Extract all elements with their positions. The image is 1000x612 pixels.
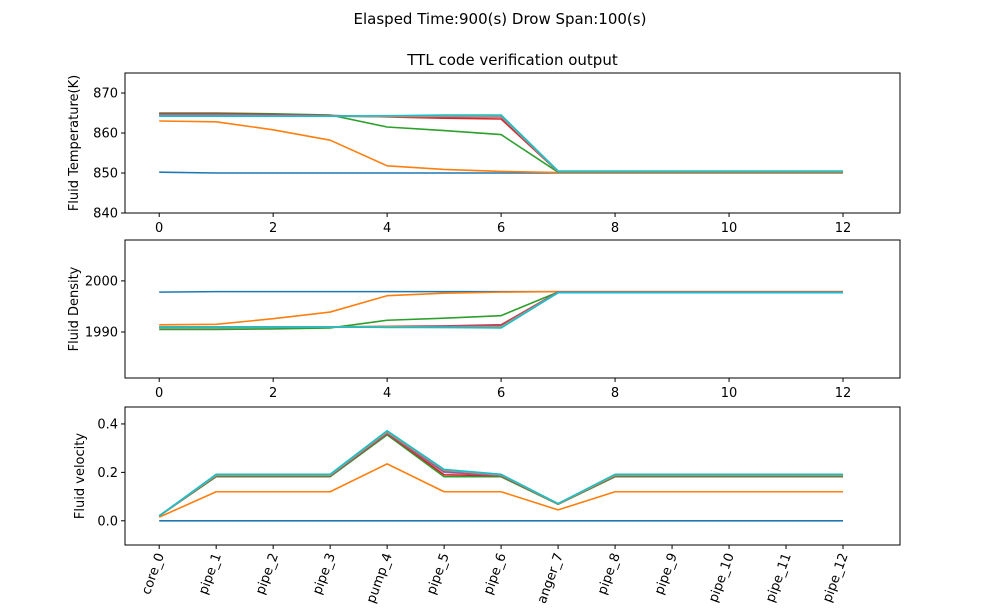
y-axis-label: Fluid Temperature(K) xyxy=(67,75,82,211)
x-tick-label: core_0 xyxy=(139,551,168,596)
y-axis-label: Fluid Density xyxy=(67,266,82,351)
x-tick-label: pump_4 xyxy=(364,551,396,605)
y-tick-label: 1990 xyxy=(85,326,118,341)
x-tick-label: 2 xyxy=(269,221,277,236)
y-tick-label: 840 xyxy=(93,207,118,222)
x-tick-label: 6 xyxy=(497,221,505,236)
y-tick-label: 2000 xyxy=(85,274,118,289)
axes-frame xyxy=(124,406,901,546)
axes-frame xyxy=(124,72,901,214)
x-tick-label: pipe_12 xyxy=(820,551,852,604)
y-tick-label: 870 xyxy=(93,87,118,102)
x-tick-label: 4 xyxy=(383,386,391,401)
series-group xyxy=(159,112,844,174)
subplot-1: TTL code verification output840850860870… xyxy=(67,51,901,236)
x-tick-label: 12 xyxy=(835,221,852,236)
x-tick-label: 10 xyxy=(721,221,738,236)
series-group xyxy=(159,290,844,331)
x-tick-label: pipe_6 xyxy=(481,551,510,596)
x-tick-label: pipe_11 xyxy=(763,551,795,604)
x-tick-label: 0 xyxy=(155,386,163,401)
x-tick-label: 10 xyxy=(721,386,738,401)
series-line-6 xyxy=(159,291,844,328)
x-tick-label: pipe_8 xyxy=(595,551,624,596)
x-tick-label: pipe_10 xyxy=(706,551,738,604)
x-tick-label: anger_7 xyxy=(535,551,567,606)
series-line-6 xyxy=(159,114,844,173)
axes-frame xyxy=(124,239,901,379)
series-line-3 xyxy=(159,112,844,173)
x-tick-label: 8 xyxy=(611,386,619,401)
x-tick-label: pipe_3 xyxy=(310,551,339,596)
subplot-3: 0.0 0.2 0.4 core_0 pipe_1 pipe_2 pipe_3 pump_4 p… xyxy=(73,406,901,606)
subplot-2: 1990 2000 0 2 4 6 8 10 12 Fluid Density xyxy=(67,239,901,401)
subplot-1-title: TTL code verification output xyxy=(406,51,618,69)
x-tick-label: 0 xyxy=(155,221,163,236)
y-tick-label: 850 xyxy=(93,167,118,182)
x-tick-label: pipe_2 xyxy=(253,551,282,596)
series-line-8 xyxy=(159,291,844,329)
series-group xyxy=(158,429,844,522)
series-line-9 xyxy=(159,291,844,329)
series-line-2 xyxy=(159,290,844,326)
series-line-5 xyxy=(159,113,844,173)
x-tick-label: pipe_1 xyxy=(196,551,225,596)
series-line-10 xyxy=(159,291,844,329)
series-line-5 xyxy=(159,291,844,329)
y-tick-label: 860 xyxy=(93,127,118,142)
x-tick-label: pipe_5 xyxy=(424,551,453,596)
series-line-7 xyxy=(159,291,844,328)
series-line-10 xyxy=(159,114,844,172)
series-line-9 xyxy=(159,114,844,173)
series-line-4 xyxy=(159,113,844,173)
y-tick-label: 0.4 xyxy=(97,417,118,432)
x-tick-label: pipe_9 xyxy=(652,551,681,596)
series-line-2 xyxy=(158,463,844,518)
x-tick-label: 6 xyxy=(497,386,505,401)
x-tick-label: 2 xyxy=(269,386,277,401)
figure-suptitle: Elasped Time:900(s) Drow Span:100(s) xyxy=(354,10,647,28)
x-tick-label: 8 xyxy=(611,221,619,236)
y-tick-label: 0.0 xyxy=(97,514,118,529)
series-line-3 xyxy=(159,291,844,331)
x-tick-label: 12 xyxy=(835,386,852,401)
series-line-2 xyxy=(159,120,844,174)
series-line-8 xyxy=(159,115,844,173)
series-line-4 xyxy=(159,291,844,329)
series-line-10 xyxy=(158,429,844,517)
series-line-7 xyxy=(159,114,844,173)
x-tick-label: 4 xyxy=(383,221,391,236)
y-axis-label: Fluid velocity xyxy=(73,433,88,519)
plots: TTL code verification output840850860870… xyxy=(67,51,901,606)
y-tick-label: 0.2 xyxy=(97,466,118,481)
